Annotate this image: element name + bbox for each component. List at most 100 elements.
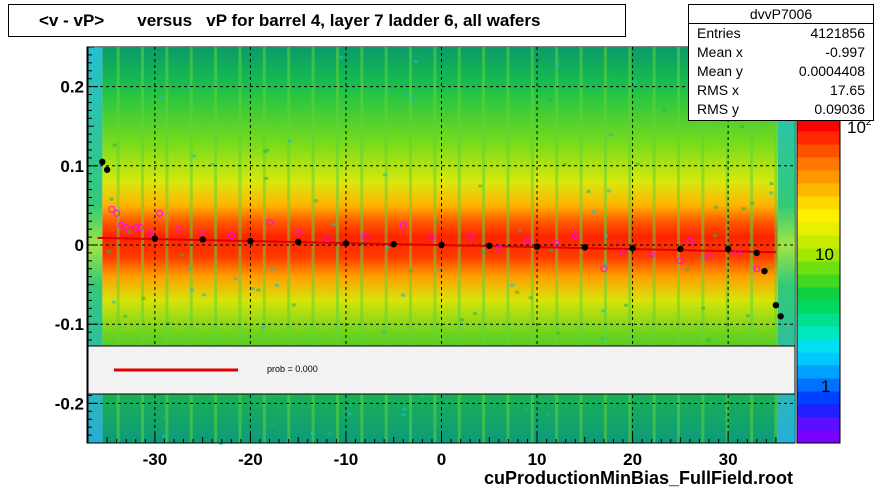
palette-swatch [797,248,840,262]
heatmap-cell [339,55,344,59]
heatmap-cell [555,62,560,66]
heatmap-cell [408,269,413,273]
heatmap-cell [546,412,551,416]
x-tick-label: -30 [143,450,168,469]
data-point-black [151,235,159,242]
heatmap-cell [274,283,279,287]
heatmap-cell [591,210,596,214]
heatmap-cell [265,148,270,152]
heatmap-cell [745,314,750,318]
data-point-magenta [619,249,627,257]
heatmap-cell [478,184,483,188]
heatmap-cell [291,303,296,307]
palette-swatch [797,326,840,340]
palette-swatch [797,378,840,392]
palette-swatch [797,287,840,301]
heatmap-cell [562,162,567,166]
heatmap-cell [161,434,166,438]
heatmap-cell [270,267,275,271]
y-tick-label: -0.2 [55,394,84,413]
heatmap-cell [382,173,387,177]
data-point-magenta [753,265,761,273]
heatmap-cell [766,266,771,270]
stats-label: Entries [697,25,741,41]
fit-prob-text: prob = 0.000 [267,364,318,374]
heatmap-cell [435,220,440,224]
data-point-black [99,158,106,166]
heatmap-cell [251,287,256,291]
heatmap-cell [401,413,406,417]
stats-row: RMS y 0.09036 [689,100,873,119]
heatmap-cell [684,268,689,272]
palette-swatch [797,183,840,197]
y-tick-label: 0.2 [60,78,84,97]
heatmap-cell [192,154,197,158]
stats-value: -0.997 [825,44,865,60]
heatmap-cell [481,250,486,254]
data-point-black [581,244,589,251]
data-point-magenta [600,265,608,273]
data-point-magenta [466,233,474,241]
heatmap-cell [517,229,522,233]
heatmap-cell [347,412,352,416]
stats-row: RMS x 17.65 [689,81,873,100]
x-tick-label: -20 [238,450,263,469]
heatmap-cell [187,267,192,271]
x-tick-label: 20 [623,450,642,469]
data-point-magenta [571,231,579,239]
palette-label-100: 102 [847,117,872,137]
heatmap-cell [714,205,719,209]
data-point-magenta [676,257,684,265]
data-point-magenta [146,229,154,237]
data-point-black [294,238,302,246]
heatmap-stripe [360,47,364,443]
heatmap-cell [162,415,167,419]
heatmap-cell [413,60,418,64]
data-point-black [772,301,780,309]
heatmap-cell [606,189,611,193]
data-point-magenta [361,233,369,241]
data-point-black [247,237,254,245]
heatmap-cell [111,300,116,304]
heatmap-cell [328,432,333,436]
heatmap-stripe [774,47,778,443]
heatmap-cell [662,109,667,113]
data-point-magenta [156,209,164,217]
heatmap-cell [701,306,706,310]
data-point-magenta [113,209,121,217]
stats-row: Mean x -0.997 [689,43,873,62]
data-point-magenta [266,219,274,227]
stats-value: 17.65 [829,82,865,98]
y-tick-label: 0.1 [60,157,84,176]
footer-filename: cuProductionMinBias_FullField.root [484,468,794,488]
heatmap-cell [488,81,493,85]
data-point-magenta [122,224,130,232]
data-point-black [677,245,684,253]
stats-box: dvvP7006 Entries 4121856 Mean x -0.997 M… [688,4,874,121]
data-point-black [753,249,760,257]
palette-swatch [797,196,840,210]
data-point-black [390,241,397,248]
heatmap-cell [141,296,146,300]
heatmap-cell [603,262,608,266]
stats-row: Entries 4121856 [689,24,873,43]
stats-row: Mean y 0.0004408 [689,62,873,81]
data-point-magenta [648,251,656,259]
heatmap-cell [528,296,533,300]
heatmap-cell [310,431,315,435]
palette-swatch [797,222,840,236]
heatmap-cell [420,393,425,397]
heatmap-cell [750,201,755,205]
y-tick-label: 0 [75,236,84,255]
heatmap-cell [412,97,417,101]
palette-swatch [797,430,840,444]
heatmap-cell [586,189,591,193]
heatmap-cell [548,98,553,102]
heatmap-cell [123,314,128,318]
palette-swatch [797,170,840,184]
palette-swatch [797,313,840,327]
x-tick-label: 0 [437,450,446,469]
data-point-magenta [323,235,331,243]
data-point-black [777,313,784,320]
heatmap-cell [601,309,606,313]
